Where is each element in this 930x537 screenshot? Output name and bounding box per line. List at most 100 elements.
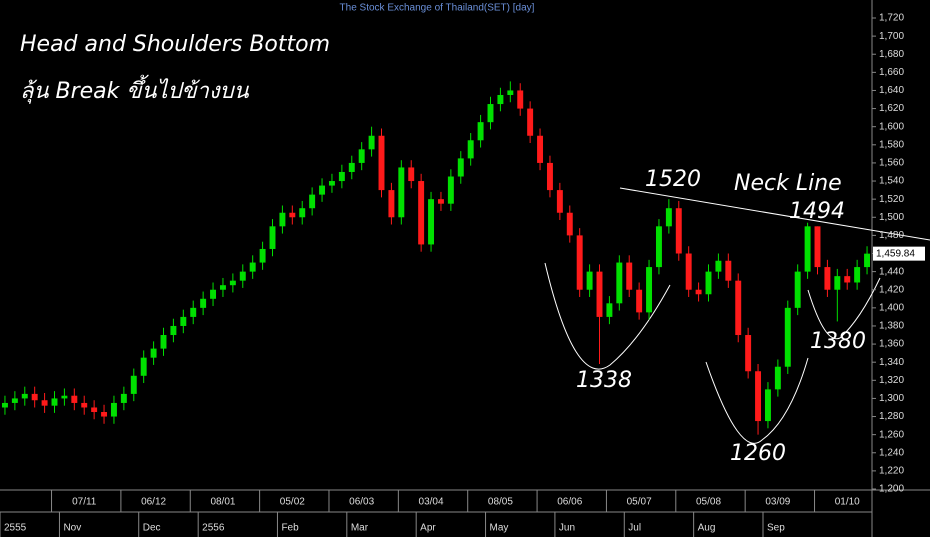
x-tick-label: May <box>490 523 509 534</box>
annotation: 1494 <box>789 199 845 224</box>
candle-body <box>11 398 18 403</box>
y-tick-label: 1,720 <box>879 13 904 24</box>
last-price-box <box>873 246 925 261</box>
candle-body <box>586 271 593 290</box>
candle-body <box>626 262 633 290</box>
x-tick-label: Jun <box>559 523 575 534</box>
candle-body <box>219 285 226 290</box>
candle-body <box>81 402 88 408</box>
candle-body <box>299 208 306 218</box>
annotation: 1520 <box>645 167 701 192</box>
x-tick-label: Aug <box>698 523 716 534</box>
candle-body <box>437 199 444 204</box>
candle-body <box>527 108 534 136</box>
y-tick-label: 1,340 <box>879 357 904 368</box>
y-tick-label: 1,280 <box>879 411 904 422</box>
candle-body <box>328 181 335 186</box>
candle-body <box>715 260 722 272</box>
x-tick-label: 03/09 <box>765 497 790 508</box>
candle-body <box>130 375 137 394</box>
candle-body <box>239 271 246 281</box>
candle-body <box>269 226 276 249</box>
candle-body <box>576 235 583 290</box>
candle-body <box>794 271 801 308</box>
candle-body <box>685 253 692 290</box>
x-tick-label: 08/01 <box>210 497 235 508</box>
candle-body <box>784 307 791 367</box>
y-tick-label: 1,540 <box>879 176 904 187</box>
candle-body <box>517 90 524 109</box>
y-tick-label: 1,320 <box>879 375 904 386</box>
candle-body <box>229 280 236 286</box>
y-tick-label: 1,700 <box>879 31 904 42</box>
candle-body <box>507 90 514 95</box>
candle-body <box>487 104 494 123</box>
x-tick-label: Nov <box>63 523 81 534</box>
candle-body <box>1 402 8 408</box>
candle-body <box>646 267 653 313</box>
y-tick-label: 1,400 <box>879 302 904 313</box>
candle-body <box>31 393 38 401</box>
candle-body <box>61 395 68 399</box>
annotation: Neck Line <box>734 171 842 196</box>
candle-body <box>537 135 544 163</box>
x-tick-label: 05/02 <box>280 497 305 508</box>
candle-body <box>764 389 771 422</box>
candle-body <box>200 298 207 308</box>
candle-body <box>824 267 831 290</box>
candle-body <box>497 94 504 105</box>
candle-body <box>170 325 177 336</box>
candle-body <box>596 271 603 317</box>
candle-body <box>358 149 365 163</box>
candle-body <box>180 316 187 326</box>
candle-body <box>606 303 613 317</box>
last-price-label: 1,459.84 <box>876 248 915 259</box>
y-tick-label: 1,220 <box>879 466 904 477</box>
head-curve <box>705 357 809 444</box>
candle-body <box>259 248 266 263</box>
x-tick-label: 06/12 <box>141 497 166 508</box>
candle-body <box>655 226 662 268</box>
candle-body <box>41 400 48 406</box>
x-tick-label: 01/10 <box>835 497 860 508</box>
y-tick-label: 1,440 <box>879 266 904 277</box>
candle-body <box>91 407 98 413</box>
candle-body <box>210 289 217 299</box>
candle-body <box>725 260 732 281</box>
chart-title: The Stock Exchange of Thailand(SET) [day… <box>340 3 535 14</box>
candle-body <box>388 190 395 218</box>
candle-body <box>467 140 474 159</box>
x-tick-label: 07/11 <box>72 497 97 508</box>
neck-line <box>619 187 930 241</box>
y-tick-label: 1,260 <box>879 429 904 440</box>
y-tick-label: 1,640 <box>879 85 904 96</box>
y-tick-label: 1,520 <box>879 194 904 205</box>
x-tick-label: 2555 <box>4 523 27 534</box>
candle-body <box>21 393 28 399</box>
y-tick-label: 1,480 <box>879 230 904 241</box>
candle-body <box>348 162 355 172</box>
candle-body <box>378 135 385 191</box>
y-tick-label: 1,620 <box>879 103 904 114</box>
candle-body <box>774 366 781 390</box>
candle-body <box>447 176 454 204</box>
y-tick-label: 1,680 <box>879 49 904 60</box>
candle-body <box>834 276 841 290</box>
y-tick-label: 1,360 <box>879 339 904 350</box>
y-tick-label: 1,300 <box>879 393 904 404</box>
candle-body <box>160 335 167 349</box>
y-tick-label: 1,420 <box>879 284 904 295</box>
annotation: Head and Shoulders Bottom <box>20 32 330 57</box>
candle-body <box>51 398 58 406</box>
y-tick-label: 1,580 <box>879 139 904 150</box>
x-tick-label: 05/07 <box>627 497 652 508</box>
candle-body <box>636 289 643 313</box>
candle-body <box>101 412 108 417</box>
x-tick-label: 06/06 <box>557 497 582 508</box>
x-tick-label: 08/05 <box>488 497 513 508</box>
candle-body <box>844 276 851 283</box>
pattern-lines <box>544 187 930 444</box>
candle-body <box>556 190 563 213</box>
candle-body <box>457 158 464 177</box>
